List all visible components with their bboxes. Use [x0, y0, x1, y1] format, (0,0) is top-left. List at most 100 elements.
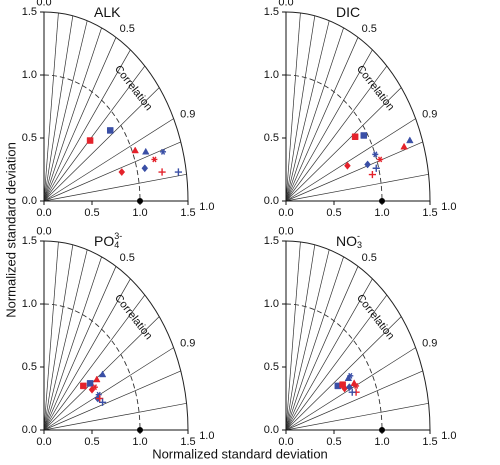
correlation-line	[43, 118, 174, 202]
correlation-line	[43, 278, 131, 431]
x-tick-label: 0.0	[278, 207, 293, 219]
data-point	[334, 382, 342, 390]
x-tick-label: 1.5	[422, 207, 437, 219]
y-tick-label: 0.0	[22, 195, 37, 207]
data-point	[131, 146, 139, 154]
correlation-tick-label: 0.9	[422, 337, 437, 349]
correlation-line	[285, 173, 429, 202]
correlation-tick-label: 0.0	[278, 225, 293, 237]
x-tick-label: 0.0	[278, 436, 293, 448]
reference-point	[137, 198, 143, 204]
data-point	[118, 168, 126, 177]
data-point	[372, 151, 379, 158]
correlation-line	[43, 27, 102, 202]
outer-arc	[43, 11, 189, 202]
data-point	[80, 382, 87, 390]
correlation-line	[285, 118, 416, 202]
correlation-line	[43, 49, 131, 202]
data-point	[88, 385, 96, 394]
data-point	[400, 142, 408, 150]
title-text: ALK	[94, 4, 121, 20]
correlation-line	[43, 347, 174, 431]
correlation-line	[285, 266, 359, 431]
correlation-line	[43, 266, 117, 431]
data-point	[141, 164, 149, 173]
data-point	[160, 148, 167, 155]
correlation-line	[43, 244, 74, 431]
data-point	[158, 168, 166, 176]
correlation-line	[285, 249, 330, 431]
x-tick-label: 1.5	[422, 436, 437, 448]
x-tick-label: 1.0	[132, 436, 147, 448]
title-text: DIC	[336, 4, 360, 20]
correlation-line	[43, 37, 117, 202]
title-superscript: 3-	[114, 231, 122, 241]
correlation-line	[285, 370, 423, 431]
y-tick-label: 1.0	[22, 69, 37, 81]
data-point	[351, 133, 359, 140]
y-tick-label: 1.5	[22, 6, 37, 18]
data-point	[348, 388, 356, 396]
x-tick-label: 0.0	[36, 207, 51, 219]
x-tick-label: 1.0	[374, 207, 389, 219]
correlation-tick-label: 1.0	[441, 201, 456, 213]
reference-point	[379, 198, 385, 204]
correlation-line	[285, 37, 359, 202]
panel-title: ALK	[94, 4, 121, 20]
correlation-tick-label: 0.0	[36, 225, 51, 237]
correlation-line	[285, 27, 344, 202]
data-point	[86, 380, 94, 387]
y-axis-title: Normalized standard deviation	[3, 142, 18, 318]
correlation-tick-label: 0.0	[36, 0, 51, 8]
data-point	[377, 156, 384, 163]
correlation-tick-label: 1.0	[199, 430, 214, 442]
correlation-line	[285, 316, 402, 431]
correlation-line	[285, 256, 344, 431]
correlation-line	[43, 256, 102, 431]
correlation-line	[285, 141, 423, 202]
correlation-tick-label: 0.5	[362, 23, 377, 35]
reference-arc	[43, 74, 141, 202]
data-point	[406, 136, 414, 144]
correlation-line	[285, 278, 373, 431]
correlation-line	[285, 15, 316, 202]
y-tick-label: 0.5	[264, 132, 279, 144]
y-tick-label: 1.5	[264, 235, 279, 247]
data-point	[368, 170, 376, 179]
x-axis-title: Normalized standard deviation	[152, 446, 328, 461]
data-point	[93, 375, 101, 383]
x-tick-label: 0.5	[326, 207, 341, 219]
correlation-line	[285, 87, 402, 202]
y-tick-label: 0.0	[264, 195, 279, 207]
x-tick-label: 0.0	[36, 436, 51, 448]
reference-arc	[285, 74, 383, 202]
correlation-line	[285, 49, 373, 202]
data-point	[344, 161, 351, 170]
correlation-line	[285, 402, 429, 431]
title-text: PO	[94, 233, 114, 249]
correlation-line	[43, 370, 181, 431]
x-tick-label: 0.5	[84, 207, 99, 219]
correlation-line	[43, 141, 181, 202]
correlation-line	[285, 244, 316, 431]
correlation-line	[285, 65, 388, 202]
y-tick-label: 1.5	[22, 235, 37, 247]
correlation-line	[285, 20, 330, 202]
data-point	[151, 156, 158, 163]
correlation-line	[43, 12, 59, 202]
correlation-tick-label: 1.0	[199, 201, 214, 213]
x-tick-label: 0.5	[84, 436, 99, 448]
correlation-tick-label: 0.0	[278, 0, 293, 8]
data-point	[347, 372, 354, 379]
reference-arc	[285, 303, 383, 431]
panel: 0.0 0.5 1.0 1.50.00.51.01.50.00.50.91.0Corr…	[264, 0, 457, 219]
y-tick-label: 0.5	[22, 132, 37, 144]
y-tick-label: 0.5	[264, 361, 279, 373]
correlation-line	[43, 249, 88, 431]
data-point	[98, 370, 107, 378]
correlation-tick-label: 0.5	[120, 252, 135, 264]
x-tick-label: 1.0	[132, 207, 147, 219]
data-point	[142, 147, 150, 155]
title-superscript: -	[357, 231, 360, 241]
